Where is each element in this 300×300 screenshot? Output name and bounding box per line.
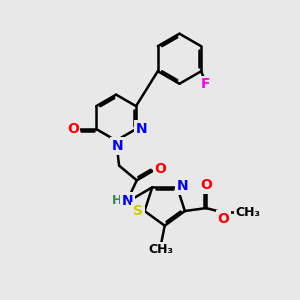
Text: CH₃: CH₃ — [149, 243, 174, 256]
Text: O: O — [67, 122, 79, 136]
Text: N: N — [177, 179, 188, 193]
Text: O: O — [200, 178, 212, 192]
Text: H: H — [112, 194, 122, 207]
Text: S: S — [133, 204, 143, 218]
Text: N: N — [112, 139, 123, 153]
Text: O: O — [154, 161, 166, 176]
Text: CH₃: CH₃ — [236, 206, 261, 219]
Text: O: O — [217, 212, 229, 226]
Text: F: F — [201, 77, 210, 92]
Text: N: N — [122, 194, 134, 208]
Text: N: N — [136, 122, 147, 136]
